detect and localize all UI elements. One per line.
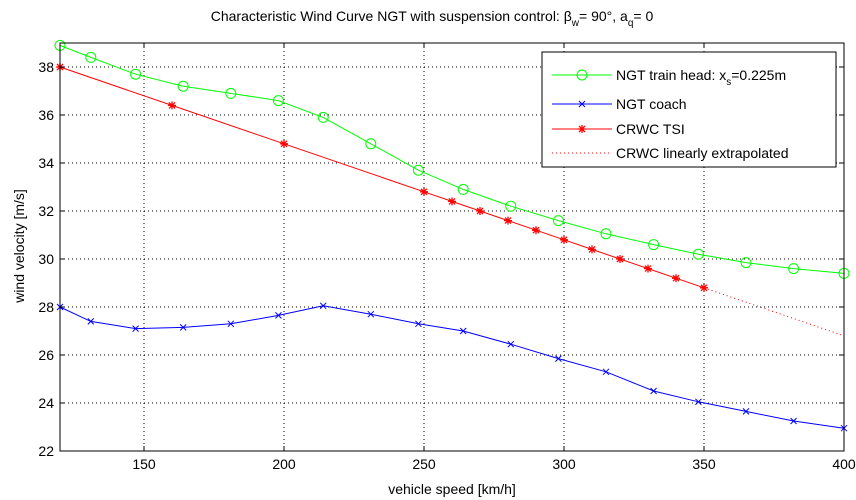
y-tick-label: 32 [38, 203, 54, 219]
data-point-ngt-coach [602, 368, 610, 376]
y-tick-label: 22 [38, 443, 54, 459]
data-point-ngt-coach [650, 387, 657, 395]
data-point-ngt-coach [555, 355, 562, 362]
data-point-ngt-coach [367, 310, 375, 318]
y-tick-label: 38 [38, 59, 54, 75]
data-point-crwc-tsi [588, 245, 596, 254]
data-point-ngt-coach [319, 302, 327, 310]
y-tick-label: 26 [38, 347, 54, 363]
legend-label-crwc-extrapolated: CRWC linearly extrapolated [616, 145, 788, 161]
data-point-ngt-train-head [272, 95, 284, 107]
data-point-ngt-coach [507, 340, 515, 348]
y-tick-label: 30 [38, 251, 54, 267]
data-point-ngt-coach [132, 325, 139, 332]
data-point-ngt-coach [459, 327, 467, 335]
data-point-crwc-tsi [560, 235, 568, 244]
x-axis-label: vehicle speed [km/h] [388, 481, 516, 497]
data-point-crwc-tsi [504, 216, 512, 225]
data-point-ngt-coach [695, 398, 702, 406]
data-point-ngt-train-head [317, 111, 329, 123]
data-point-ngt-train-head [600, 228, 612, 240]
legend-marker-ngt-train-head [576, 69, 588, 81]
legend-marker-crwc-tsi [578, 125, 586, 133]
legend-marker-ngt-coach [578, 100, 586, 108]
data-point-ngt-coach [742, 408, 750, 415]
series-line-crwc-tsi [59, 66, 705, 289]
chart-title: Characteristic Wind Curve NGT with suspe… [211, 8, 654, 29]
y-axis-label: wind velocity [m/s] [11, 189, 27, 304]
data-point-ngt-train-head [130, 68, 142, 80]
x-tick-label: 250 [412, 456, 436, 472]
legend-label-crwc-tsi: CRWC TSI [616, 121, 685, 137]
grid [60, 43, 844, 451]
data-point-ngt-train-head [177, 80, 189, 92]
x-tick-label: 400 [832, 456, 856, 472]
series-line-crwc-linearly-extrapolated [703, 287, 845, 337]
data-point-ngt-train-head [412, 164, 424, 176]
legend-label-ngt-coach: NGT coach [616, 96, 687, 112]
data-point-crwc-tsi [672, 274, 680, 283]
x-tick-label: 300 [552, 456, 576, 472]
y-tick-label: 24 [38, 395, 54, 411]
series-line-ngt-train-head [59, 44, 845, 274]
series-crwc-linearly-extrapolated [703, 287, 845, 337]
data-point-ngt-train-head [740, 257, 752, 269]
data-point-ngt-train-head [505, 200, 517, 212]
y-tick-label: 34 [38, 155, 54, 171]
legend-box [541, 51, 837, 168]
data-point-crwc-tsi [532, 226, 540, 235]
data-point-ngt-train-head [552, 215, 564, 227]
data-point-ngt-train-head [225, 87, 237, 99]
data-point-crwc-tsi [420, 187, 428, 196]
data-point-ngt-train-head [692, 248, 704, 260]
data-point-crwc-tsi [644, 264, 652, 273]
data-point-ngt-train-head [85, 51, 97, 63]
data-point-ngt-coach [275, 312, 282, 319]
x-tick-label: 350 [692, 456, 716, 472]
y-tick-label: 28 [38, 299, 54, 315]
data-point-ngt-coach [179, 324, 187, 331]
data-point-crwc-tsi [616, 255, 624, 263]
legend: NGT train head: xs=0.225m NGT coach CRWC… [541, 51, 837, 168]
data-point-crwc-tsi [168, 101, 176, 110]
data-point-ngt-coach [227, 320, 235, 328]
data-point-ngt-train-head [457, 183, 469, 195]
data-point-crwc-tsi [280, 139, 288, 148]
series-line-ngt-coach [59, 305, 845, 429]
legend-label-ngt-train-head: NGT train head: xs=0.225m [616, 67, 786, 88]
axis-ticks: 150 200 250 300 350 400 22 24 26 28 30 32 34 36 38 [38, 43, 856, 472]
x-tick-label: 150 [132, 456, 156, 472]
data-point-crwc-tsi [476, 207, 484, 215]
data-point-ngt-train-head [648, 239, 660, 251]
x-tick-label: 200 [272, 456, 296, 472]
series-ngt-train-head [54, 39, 850, 279]
data-point-ngt-coach [415, 320, 422, 328]
data-point-crwc-tsi [448, 197, 456, 206]
data-point-ngt-coach [87, 318, 95, 325]
data-point-ngt-train-head [788, 263, 800, 275]
data-point-ngt-coach [790, 417, 797, 425]
y-tick-label: 36 [38, 107, 54, 123]
data-point-ngt-train-head [365, 138, 377, 150]
plot-frame [59, 42, 845, 452]
